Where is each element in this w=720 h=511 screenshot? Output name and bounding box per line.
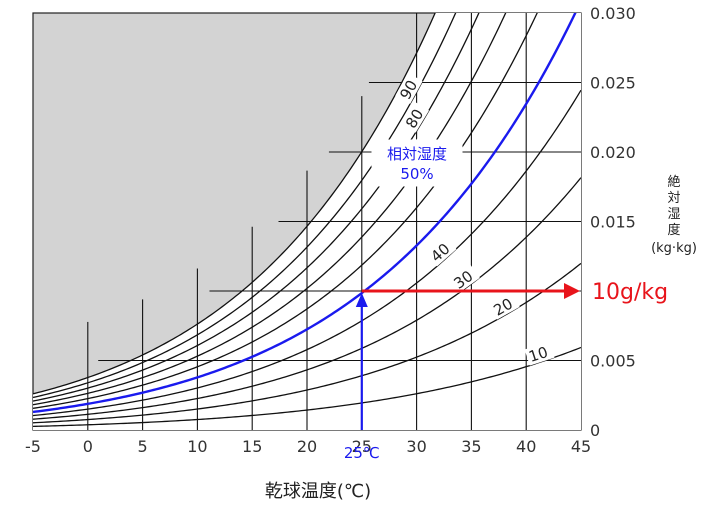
rh-curve-20	[33, 262, 581, 424]
rh-curve-40	[33, 89, 581, 417]
rh-curve-30	[33, 177, 581, 420]
x-tick-label: 10	[187, 437, 207, 456]
rh-curve-80	[33, 13, 480, 402]
point-humidity-label: 10g/kg	[592, 280, 668, 305]
y-axis-title-line: (kg·kg)	[651, 241, 697, 256]
point-temperature-label: 25℃	[344, 444, 380, 462]
rh-curve-10	[33, 346, 581, 428]
y-axis-title-line: 度	[667, 222, 680, 238]
y-axis-title-line: 絶	[667, 174, 680, 190]
y-tick-label: 0.005	[590, 352, 636, 371]
rh-curve-70	[33, 13, 507, 406]
x-axis-title: 乾球温度(℃)	[265, 481, 371, 502]
x-tick-label: 15	[242, 437, 262, 456]
y-tick-label: 0.030	[590, 4, 636, 23]
rh50-annotation-line: 50%	[400, 165, 433, 183]
x-tick-label: 20	[297, 437, 317, 456]
arrow-up-icon	[355, 293, 368, 307]
arrow-right-icon	[564, 283, 580, 299]
rh-curve-90	[33, 13, 457, 399]
rh50-annotation-line: 相対湿度	[387, 145, 447, 163]
rh-curve-100	[33, 13, 436, 395]
chart-area-below-saturation	[33, 13, 581, 430]
y-tick-label: 0	[590, 421, 600, 440]
x-tick-label: -5	[25, 437, 41, 456]
y-axis-title-line: 対	[667, 191, 680, 206]
x-tick-label: 5	[138, 437, 148, 456]
x-tick-label: 35	[461, 437, 481, 456]
x-tick-label: 30	[406, 437, 426, 456]
rh-curve-label: 10	[526, 343, 550, 366]
rh50-annotation-box	[371, 139, 463, 187]
rh-curve-60	[33, 13, 538, 409]
x-tick-label: 25	[352, 437, 372, 456]
y-tick-label: 0.020	[590, 143, 636, 162]
x-tick-label: 45	[571, 437, 591, 456]
x-tick-label: 40	[516, 437, 536, 456]
x-tick-label: 0	[83, 437, 93, 456]
y-tick-label: 0.025	[590, 74, 636, 93]
y-axis-title-line: 湿	[667, 207, 680, 222]
y-tick-label: 0.015	[590, 213, 636, 232]
rh-curve-50	[33, 13, 577, 414]
